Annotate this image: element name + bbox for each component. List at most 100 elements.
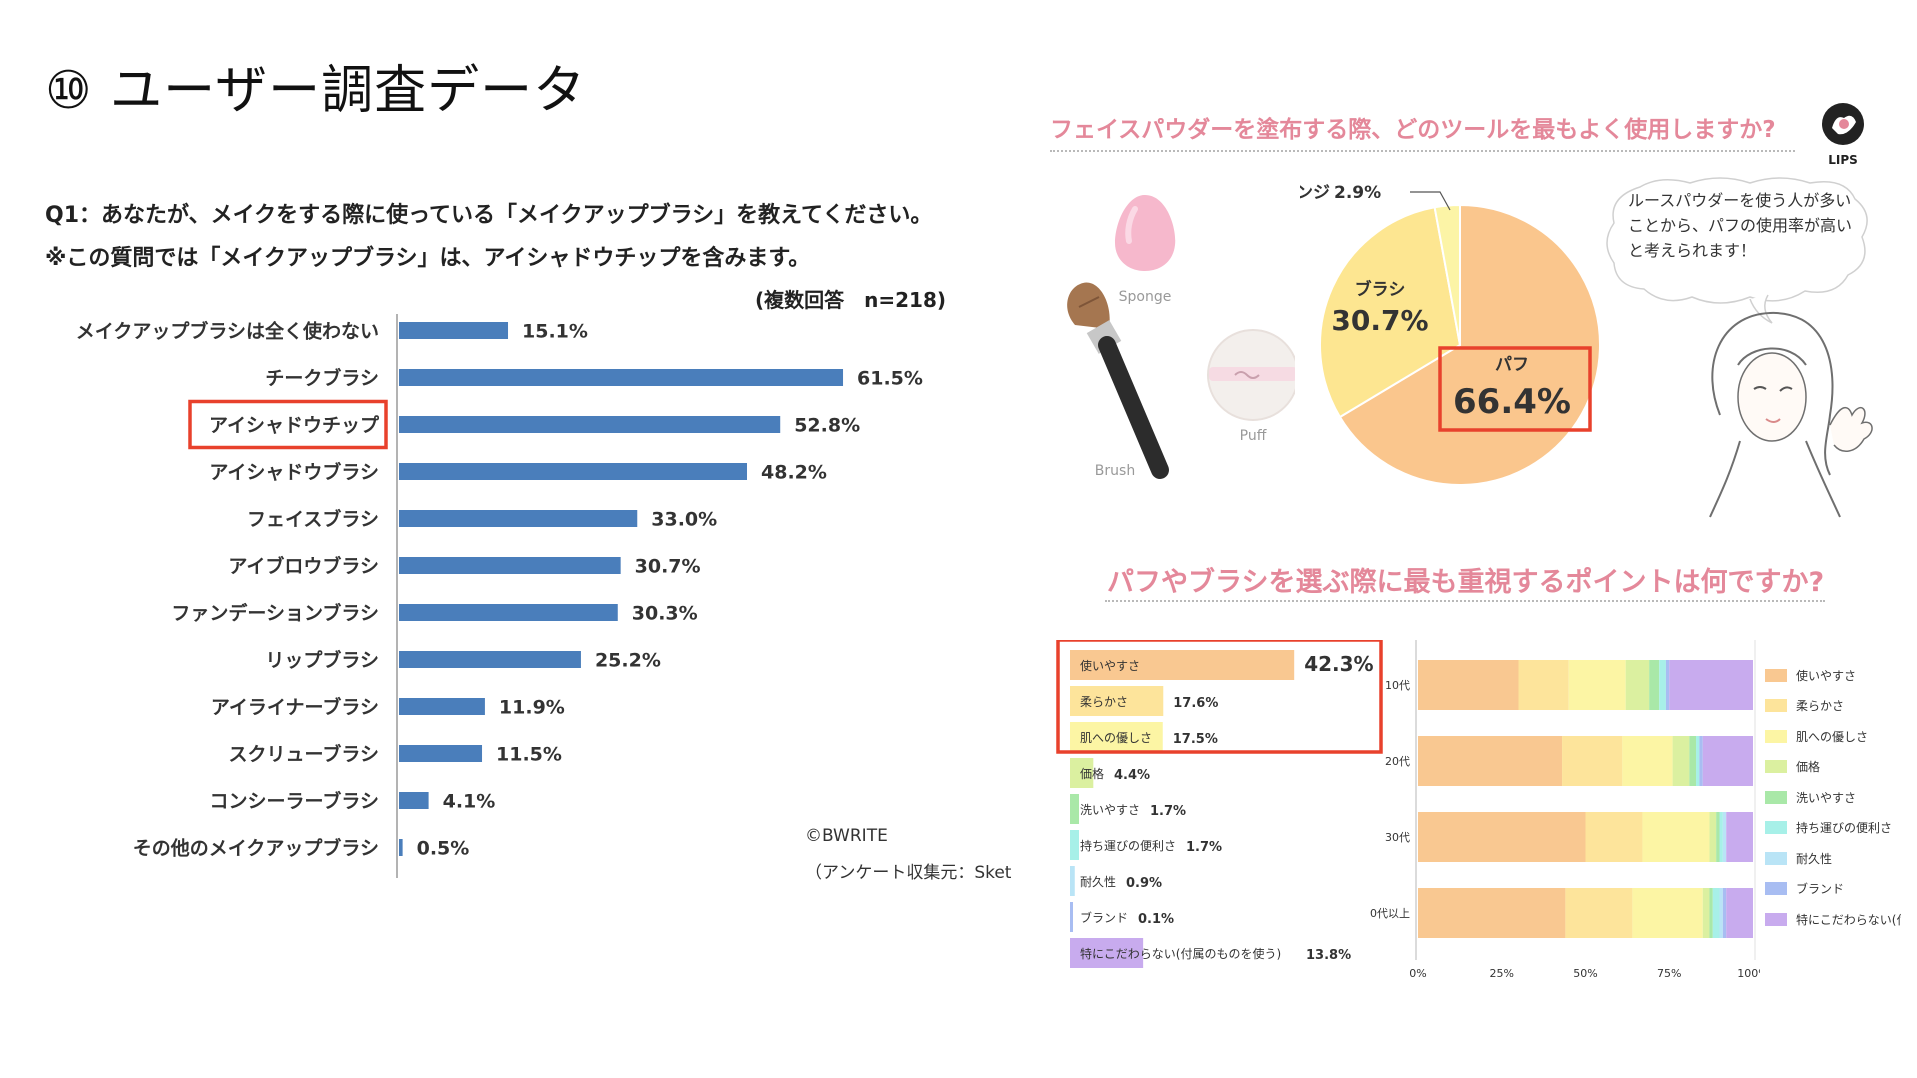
legend-label: 使いやすさ [1796, 668, 1857, 683]
tool-illustrations: Sponge Puff Brush [1067, 195, 1295, 479]
puff-label: Puff [1240, 428, 1267, 444]
survey3-question: パフやブラシを選ぶ際に最も重視するポイントは何ですか? [1107, 567, 1825, 598]
legend-swatch [1765, 790, 1787, 804]
legend-label: 柔らかさ [1796, 699, 1845, 714]
speech-bubble-text: ルースパウダーを使う人が多いことから、パフの使用率が高いと考えられます！ [1628, 191, 1853, 260]
slice-value: 66.4% [1453, 382, 1571, 422]
bar [1070, 686, 1164, 716]
value-label: 15.1% [522, 321, 588, 343]
slice-label: ブラシ [1355, 279, 1406, 300]
legend-label: 耐久性 [1796, 851, 1833, 866]
bar [399, 322, 509, 339]
category-label: スクリューブラシ [229, 743, 379, 766]
category-label: 30代 [1385, 831, 1410, 844]
value-label: 17.5% [1173, 732, 1218, 747]
category-label: リップブラシ [265, 649, 379, 672]
legend-item: 耐久性 [1765, 843, 1901, 874]
category-label: メイクアップブラシは全く使わない [76, 320, 379, 343]
x-tick-label: 25% [1490, 967, 1514, 980]
slide-title: ⑩ ユーザー調査データ [45, 61, 587, 121]
speech-bubble [1606, 177, 1868, 324]
stack-segment [1702, 888, 1710, 938]
puff-icon [1207, 329, 1295, 421]
legend-label: 持ち運びの便利さ [1796, 821, 1893, 836]
legend-swatch [1765, 668, 1787, 682]
legend-item: 柔らかさ [1765, 691, 1901, 722]
category-label: フェイスブラシ [247, 508, 379, 531]
stack-segment [1418, 736, 1563, 786]
stack-segment [1709, 812, 1717, 862]
brush-usage-bar-chart: メイクアップブラシは全く使わない 15.1% チークブラシ 61.5% アイシャドウチッ… [76, 314, 923, 878]
leader-line [1410, 191, 1451, 211]
bar [399, 463, 748, 480]
age-stacked-bar-chart: 10代 20代 30代 40代以上 0% 25% 50% 75% 100% [1370, 640, 1760, 980]
stack-segment [1418, 660, 1519, 710]
x-tick-label: 100% [1737, 967, 1760, 980]
highlight-box [188, 399, 388, 450]
stack-segment [1726, 812, 1753, 862]
pie-slice [1319, 206, 1462, 419]
highlight-box [1056, 640, 1383, 754]
category-label: 肌への優しさ [1080, 731, 1152, 745]
value-label: 1.7% [1150, 804, 1186, 819]
stack-segment [1719, 812, 1723, 862]
stack-segment [1649, 660, 1660, 710]
category-label: 持ち運びの便利さ [1080, 838, 1176, 853]
stack-segment [1622, 736, 1673, 786]
stack-segment [1659, 660, 1666, 710]
category-label: 特にこだわらない(付属のものを使う) [1080, 946, 1281, 961]
legend-label: 特にこだわらない(付属のものを使う) [1796, 912, 1901, 927]
legend-label: 肌への優しさ [1796, 729, 1869, 744]
survey2-question: フェイスパウダーを塗布する際、どのツールを最もよく使用しますか? [1050, 117, 1776, 143]
pie-slice [1338, 203, 1601, 486]
category-label: 40代以上 [1370, 907, 1410, 920]
bar [399, 416, 781, 433]
stack-segment [1632, 888, 1703, 938]
legend-swatch [1765, 851, 1787, 865]
value-label: 52.8% [794, 415, 860, 437]
bar [1070, 866, 1075, 896]
bar [399, 510, 638, 527]
stack-segment [1716, 812, 1720, 862]
bar [1070, 758, 1094, 788]
brush-label: Brush [1095, 463, 1135, 479]
value-label: 11.9% [499, 697, 565, 719]
category-label: コンシーラーブラシ [210, 790, 379, 813]
category-label: 10代 [1385, 679, 1410, 692]
bar [399, 839, 403, 856]
value-label: 4.4% [1114, 768, 1150, 783]
legend-label: 洗いやすさ [1796, 790, 1857, 805]
value-label: 1.7% [1186, 840, 1222, 855]
value-label: 48.2% [761, 462, 827, 484]
legend-swatch [1765, 821, 1787, 835]
stack-segment [1665, 660, 1670, 710]
woman-illustration [1709, 311, 1873, 518]
category-label: 使いやすさ [1080, 658, 1140, 673]
brush-icon [1067, 282, 1169, 479]
value-label: 0.5% [417, 838, 470, 860]
legend-swatch [1765, 760, 1787, 774]
legend-item: 価格 [1765, 752, 1901, 783]
bar [399, 698, 485, 715]
category-label: アイライナーブラシ [211, 696, 379, 719]
survey2-divider [1050, 150, 1795, 152]
category-label: 20代 [1385, 755, 1410, 768]
category-label: 洗いやすさ [1080, 803, 1140, 817]
bar [399, 604, 618, 621]
lips-logo-text: LIPS [1828, 153, 1858, 167]
legend-item: 持ち運びの便利さ [1765, 813, 1901, 844]
stack-segment [1562, 736, 1623, 786]
x-tick-label: 50% [1573, 967, 1597, 980]
legend-item: ブランド [1765, 874, 1901, 905]
stack-segment [1702, 736, 1753, 786]
legend-swatch [1765, 699, 1787, 713]
stack-segment [1712, 888, 1720, 938]
value-label: 11.5% [496, 744, 562, 766]
stack-segment [1709, 888, 1713, 938]
category-label: ファンデーションブラシ [171, 602, 379, 625]
bar [399, 745, 483, 762]
survey1-source: （アンケート収集元：Sketch） [805, 863, 1012, 883]
bar [1070, 650, 1295, 680]
stack-segment [1726, 888, 1753, 938]
stack-segment [1642, 812, 1710, 862]
